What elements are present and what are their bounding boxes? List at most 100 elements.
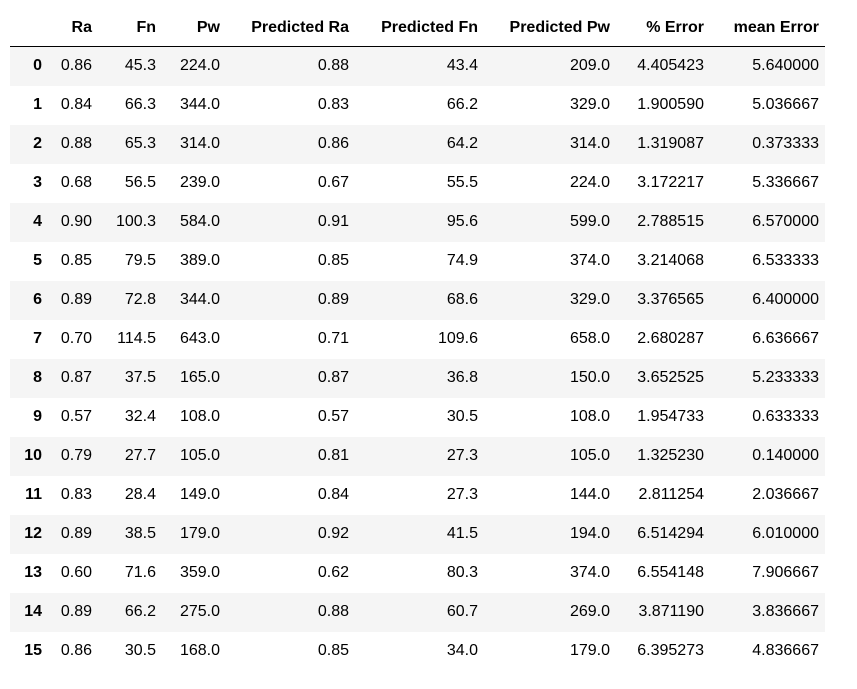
table-cell: 27.3	[446, 486, 478, 503]
table-cell: 0.84	[60, 96, 92, 113]
dataframe-table: Ra Fn Pw Predicted Ra Predicted Fn Predicted …	[10, 10, 825, 671]
table-cell: 0.81	[317, 447, 349, 464]
table-cell: 329.0	[569, 291, 610, 308]
table-cell: 0.89	[60, 291, 92, 308]
row-index: 7	[33, 330, 42, 347]
table-header: Ra Fn Pw Predicted Ra Predicted Fn Predicted …	[10, 10, 825, 47]
table-cell: 344.0	[179, 291, 220, 308]
table-row: 8 0.87 37.5 165.0 0.87 36.8 150.0 3.652525 5.233…	[10, 358, 825, 398]
table-cell: 0.85	[317, 642, 349, 659]
column-header-error: % Error	[616, 10, 710, 47]
table-cell: 68.6	[446, 291, 478, 308]
table-cell: 239.0	[179, 174, 220, 191]
table-cell: 314.0	[569, 135, 610, 152]
table-cell: 0.89	[60, 525, 92, 542]
table-row: 5 0.85 79.5 389.0 0.85 74.9 374.0 3.214068 6.533…	[10, 241, 825, 281]
table-cell: 109.6	[437, 330, 478, 347]
table-cell: 0.89	[317, 291, 349, 308]
table-row: 6 0.89 72.8 344.0 0.89 68.6 329.0 3.376565 6.400…	[10, 280, 825, 320]
table-cell: 71.6	[124, 564, 156, 581]
table-cell: 105.0	[179, 447, 220, 464]
column-header-pw: Pw	[162, 10, 226, 47]
table-cell: 599.0	[569, 213, 610, 230]
table-cell: 0.87	[317, 369, 349, 386]
table-cell: 0.83	[60, 486, 92, 503]
column-header-predicted-pw: Predicted Pw	[484, 10, 616, 47]
table-cell: 65.3	[124, 135, 156, 152]
table-cell: 0.92	[317, 525, 349, 542]
row-index: 11	[25, 486, 42, 503]
table-cell: 0.57	[317, 408, 349, 425]
table-cell: 3.836667	[752, 603, 819, 620]
table-cell: 37.5	[124, 369, 156, 386]
table-cell: 1.954733	[637, 408, 704, 425]
table-cell: 0.87	[60, 369, 92, 386]
table-cell: 1.900590	[637, 96, 704, 113]
row-index: 8	[33, 369, 42, 386]
table-body: 0 0.86 45.3 224.0 0.88 43.4 209.0 4.405423 5.640…	[10, 46, 825, 671]
table-cell: 0.84	[317, 486, 349, 503]
table-cell: 7.906667	[752, 564, 819, 581]
table-cell: 5.036667	[752, 96, 819, 113]
table-cell: 0.85	[317, 252, 349, 269]
table-cell: 344.0	[179, 96, 220, 113]
table-cell: 4.836667	[752, 642, 819, 659]
table-row: 1 0.84 66.3 344.0 0.83 66.2 329.0 1.900590 5.036…	[10, 85, 825, 125]
column-header-fn: Fn	[98, 10, 162, 47]
table-cell: 55.5	[446, 174, 478, 191]
table-cell: 30.5	[124, 642, 156, 659]
table-cell: 105.0	[569, 447, 610, 464]
table-row: 0 0.86 45.3 224.0 0.88 43.4 209.0 4.405423 5.640…	[10, 46, 825, 86]
table-cell: 224.0	[179, 57, 220, 75]
table-cell: 0.60	[60, 564, 92, 581]
table-cell: 389.0	[179, 252, 220, 269]
table-cell: 30.5	[446, 408, 478, 425]
table-cell: 74.9	[446, 252, 478, 269]
table-cell: 43.4	[446, 57, 478, 75]
table-cell: 0.140000	[752, 447, 819, 464]
table-cell: 56.5	[124, 174, 156, 191]
column-header-ra: Ra	[48, 10, 98, 47]
table-cell: 658.0	[569, 330, 610, 347]
table-cell: 0.85	[60, 252, 92, 269]
table-cell: 6.636667	[752, 330, 819, 347]
table-cell: 0.91	[317, 213, 349, 230]
table-cell: 108.0	[569, 408, 610, 425]
table-cell: 95.6	[446, 213, 478, 230]
table-cell: 1.319087	[637, 135, 704, 152]
row-index: 2	[33, 135, 42, 152]
table-row: 7 0.70 114.5 643.0 0.71 109.6 658.0 2.680287 6.6…	[10, 319, 825, 359]
table-cell: 108.0	[179, 408, 220, 425]
table-cell: 6.395273	[637, 642, 704, 659]
table-cell: 584.0	[179, 213, 220, 230]
row-index: 13	[24, 564, 42, 581]
table-cell: 0.71	[317, 330, 349, 347]
table-cell: 32.4	[124, 408, 156, 425]
column-header-predicted-fn: Predicted Fn	[355, 10, 484, 47]
table-cell: 0.62	[317, 564, 349, 581]
table-cell: 0.633333	[752, 408, 819, 425]
table-cell: 144.0	[569, 486, 610, 503]
table-cell: 0.86	[60, 57, 92, 75]
table-cell: 66.2	[124, 603, 156, 620]
table-cell: 209.0	[569, 57, 610, 75]
table-row: 11 0.83 28.4 149.0 0.84 27.3 144.0 2.811254 2.03…	[10, 475, 825, 515]
table-cell: 179.0	[179, 525, 220, 542]
table-cell: 5.640000	[752, 57, 819, 75]
table-cell: 60.7	[446, 603, 478, 620]
table-cell: 3.172217	[637, 174, 704, 191]
table-cell: 3.214068	[637, 252, 704, 269]
table-cell: 359.0	[179, 564, 220, 581]
table-cell: 72.8	[124, 291, 156, 308]
table-cell: 374.0	[569, 252, 610, 269]
row-index: 1	[33, 96, 42, 113]
table-cell: 0.67	[317, 174, 349, 191]
row-index: 3	[33, 174, 42, 191]
table-cell: 0.68	[60, 174, 92, 191]
row-index: 9	[33, 408, 42, 425]
table-cell: 0.70	[60, 330, 92, 347]
table-cell: 34.0	[446, 642, 478, 659]
table-cell: 0.86	[60, 642, 92, 659]
table-cell: 64.2	[446, 135, 478, 152]
column-header-mean-error: mean Error	[710, 10, 825, 47]
